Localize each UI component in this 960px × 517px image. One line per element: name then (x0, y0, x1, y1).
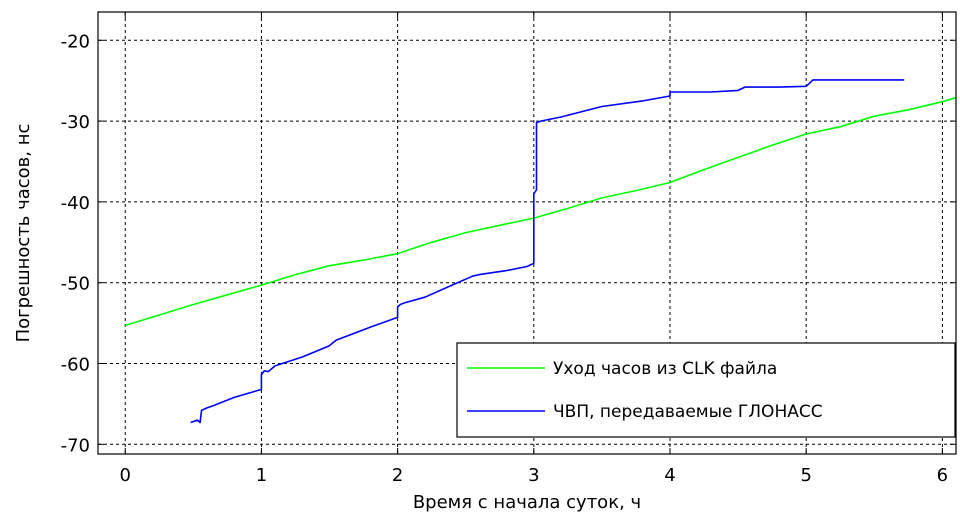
x-ticks: 0 1 2 3 4 5 6 (120, 12, 948, 486)
y-ticks: -70 -60 -50 -40 -30 -20 (61, 31, 956, 456)
series-line-0 (124, 96, 957, 327)
legend-label-clk: Уход часов из CLK файла (553, 359, 777, 379)
y-tick-label: -20 (61, 31, 90, 52)
x-tick-label: 1 (256, 465, 267, 486)
series-lines (124, 79, 957, 424)
x-axis-label: Время с начала суток, ч (413, 492, 641, 513)
y-tick-label: -30 (61, 112, 90, 133)
plot-frame (97, 11, 957, 455)
x-tick-label: 3 (528, 465, 539, 486)
x-tick-label: 0 (120, 465, 131, 486)
x-tick-label: 6 (937, 465, 948, 486)
x-tick-label: 4 (664, 465, 675, 486)
legend: Уход часов из CLK файла ЧВП, передаваемы… (456, 342, 956, 438)
series-line-1 (190, 79, 905, 424)
legend-box (456, 342, 956, 438)
y-tick-label: -60 (61, 354, 90, 375)
legend-label-glonass: ЧВП, передаваемые ГЛОНАСС (553, 402, 823, 422)
y-tick-label: -70 (61, 435, 90, 456)
x-tick-label: 2 (392, 465, 403, 486)
y-tick-label: -40 (61, 193, 90, 214)
y-tick-label: -50 (61, 274, 90, 295)
y-axis-label: Погрешность часов, нс (13, 124, 34, 343)
x-tick-label: 5 (800, 465, 811, 486)
